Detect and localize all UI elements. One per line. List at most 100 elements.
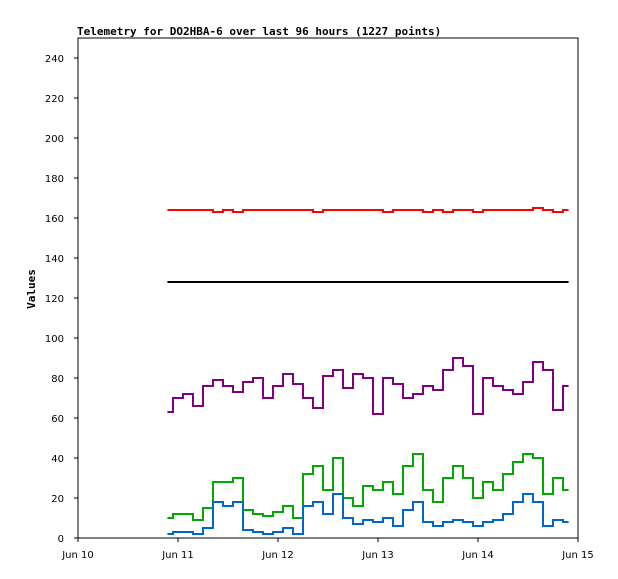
series-4-point (337, 493, 339, 495)
series-0-point (507, 209, 509, 211)
series-0-point (387, 211, 389, 213)
series-3-point (407, 465, 409, 467)
series-1-point (207, 281, 209, 283)
series-4-point (257, 531, 259, 533)
series-3-point (337, 457, 339, 459)
series-2-point (267, 397, 269, 399)
y-tick-label: 120 (45, 294, 64, 305)
series-3-point (387, 481, 389, 483)
series-2-point (307, 397, 309, 399)
series-3-point (167, 517, 169, 519)
series-4-point (347, 517, 349, 519)
series-1-point (307, 281, 309, 283)
series-4-point (367, 519, 369, 521)
series-3-point (227, 481, 229, 483)
series-0-point (567, 209, 569, 211)
series-2-point (557, 409, 559, 411)
series-3-point (237, 477, 239, 479)
series-3-point (327, 489, 329, 491)
series-0-point (447, 211, 449, 213)
series-3-point (207, 507, 209, 509)
series-1-point (327, 281, 329, 283)
series-3-point (247, 509, 249, 511)
series-2-point (507, 389, 509, 391)
y-tick-label: 200 (45, 134, 64, 145)
series-4-point (167, 533, 169, 535)
series-4-point (407, 509, 409, 511)
series-0-point (317, 211, 319, 213)
series-2-point (187, 393, 189, 395)
series-2-point (217, 379, 219, 381)
series-4-point (567, 521, 569, 523)
series-0-point (427, 211, 429, 213)
series-4-point (207, 527, 209, 529)
series-1-point (497, 281, 499, 283)
series-2-point (527, 381, 529, 383)
series-4-point (287, 527, 289, 529)
series-2-point (287, 373, 289, 375)
series-2-point (487, 377, 489, 379)
series-3-point (507, 473, 509, 475)
y-tick-label: 160 (45, 214, 64, 225)
series-4-point (397, 525, 399, 527)
series-2-point (247, 381, 249, 383)
series-2-point (407, 397, 409, 399)
x-tick-label: Jun 15 (561, 550, 594, 561)
series-2-point (417, 393, 419, 395)
y-tick-label: 140 (45, 254, 64, 265)
series-2-point (207, 385, 209, 387)
series-1-point (547, 281, 549, 283)
series-1-point (347, 281, 349, 283)
series-3-point (567, 489, 569, 491)
series-3-point (497, 489, 499, 491)
series-2-point (447, 369, 449, 371)
y-tick-label: 0 (58, 534, 64, 545)
series-1-point (487, 281, 489, 283)
series-0-point (497, 209, 499, 211)
series-4-point (277, 531, 279, 533)
series-1-point (557, 281, 559, 283)
series-1-point (437, 281, 439, 283)
series-1-point (337, 281, 339, 283)
series-3-point (427, 489, 429, 491)
series-1-point (167, 281, 169, 283)
y-tick-label: 60 (51, 414, 64, 425)
series-2-point (377, 413, 379, 415)
series-2-point (397, 383, 399, 385)
y-tick-label: 180 (45, 174, 64, 185)
y-tick-label: 220 (45, 94, 64, 105)
series-4-point (457, 519, 459, 521)
series-layer (167, 207, 569, 535)
series-4-point (317, 501, 319, 503)
series-3-point (397, 493, 399, 495)
series-1-point (417, 281, 419, 283)
series-4-point (417, 501, 419, 503)
series-1-point (367, 281, 369, 283)
series-3-point (477, 497, 479, 499)
series-4-point (187, 531, 189, 533)
plot-area (77, 37, 579, 539)
y-axis: 0 20 40 60 80 100 120 140 160 180 200 220 240 (45, 54, 78, 545)
series-2-point (297, 383, 299, 385)
series-1-point (467, 281, 469, 283)
series-3-point (457, 465, 459, 467)
series-1-point (537, 281, 539, 283)
series-4-point (557, 519, 559, 521)
series-0-point (307, 209, 309, 211)
series-4-point (427, 521, 429, 523)
series-4-point (467, 521, 469, 523)
series-0-point (327, 209, 329, 211)
series-0-point (527, 209, 529, 211)
series-2-point (277, 385, 279, 387)
series-1-point (227, 281, 229, 283)
series-1-point (507, 281, 509, 283)
series-2-point (357, 373, 359, 375)
series-3-point (527, 453, 529, 455)
series-1-point (237, 281, 239, 283)
series-0-point (397, 209, 399, 211)
series-3-point (547, 493, 549, 495)
series-4-point (387, 517, 389, 519)
y-tick-label: 20 (51, 494, 64, 505)
series-4-point (547, 525, 549, 527)
